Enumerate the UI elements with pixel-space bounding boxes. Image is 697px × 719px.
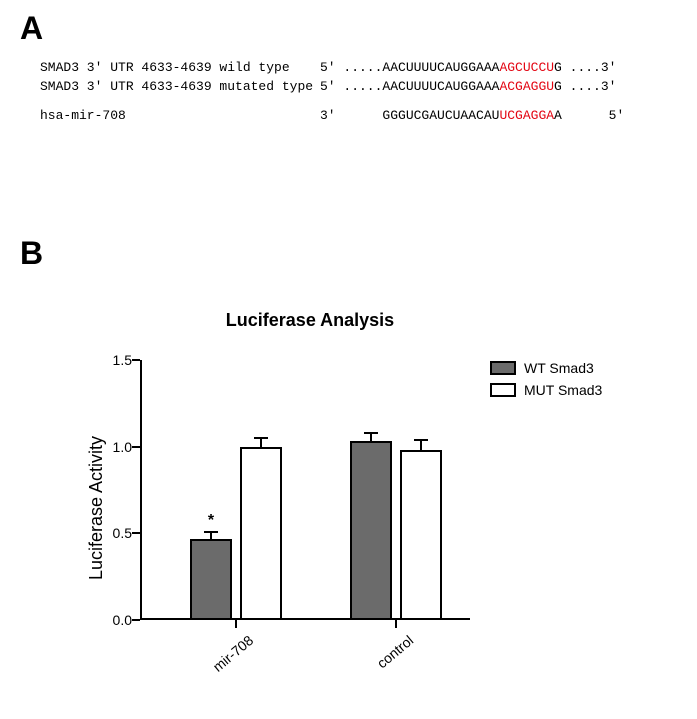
error-bar xyxy=(370,433,372,442)
chart-title: Luciferase Analysis xyxy=(180,310,440,331)
y-tick-label: 1.5 xyxy=(98,352,132,368)
legend-swatch-wt xyxy=(490,361,516,375)
legend: WT Smad3 MUT Smad3 xyxy=(490,360,602,404)
seq-mir-label: hsa-mir-708 xyxy=(40,108,320,123)
legend-row-mut: MUT Smad3 xyxy=(490,382,602,398)
seq-mir-highlight: UCGAGGA xyxy=(499,108,554,123)
luciferase-chart: Luciferase Analysis Luciferase Activity … xyxy=(70,300,630,700)
bar-wt-0 xyxy=(190,539,232,620)
y-tick-label: 0.5 xyxy=(98,525,132,541)
x-tick-label: control xyxy=(360,632,416,683)
legend-swatch-mut xyxy=(490,383,516,397)
seq-wild-highlight: AGCUCCU xyxy=(499,60,554,75)
seq-wild-prefix: 5' .....AACUUUUCAUGGAAA xyxy=(320,60,499,75)
seq-mut-prefix: 5' .....AACUUUUCAUGGAAA xyxy=(320,79,499,94)
seq-mut-suffix: G ....3' xyxy=(554,79,616,94)
error-cap xyxy=(414,439,428,441)
plot-area: 0.00.51.01.5mir-708control* xyxy=(140,360,470,620)
seq-row-mir: hsa-mir-708 3' GGGUCGAUCUAACAUUCGAGGAA 5… xyxy=(40,108,660,123)
y-tick-label: 0.0 xyxy=(98,612,132,628)
error-cap xyxy=(204,531,218,533)
y-tick xyxy=(132,619,140,621)
error-bar xyxy=(210,532,212,539)
x-tick-label: mir-708 xyxy=(200,632,256,683)
x-tick xyxy=(235,620,237,628)
seq-mut-label: SMAD3 3' UTR 4633-4639 mutated type xyxy=(40,79,320,94)
seq-mir-prefix: 3' GGGUCGAUCUAACAU xyxy=(320,108,499,123)
error-bar xyxy=(420,440,422,450)
legend-row-wt: WT Smad3 xyxy=(490,360,602,376)
y-tick xyxy=(132,359,140,361)
bar-wt-1 xyxy=(350,441,392,620)
error-bar xyxy=(260,438,262,447)
y-axis-line xyxy=(140,360,142,620)
seq-row-mut: SMAD3 3' UTR 4633-4639 mutated type 5' .… xyxy=(40,79,660,94)
bar-mut-0 xyxy=(240,447,282,620)
panel-b-label: B xyxy=(20,235,43,272)
legend-label-wt: WT Smad3 xyxy=(524,360,594,376)
significance-star: * xyxy=(208,512,214,530)
panel-a-label: A xyxy=(20,10,43,47)
seq-wild-suffix: G ....3' xyxy=(554,60,616,75)
x-tick xyxy=(395,620,397,628)
y-tick xyxy=(132,532,140,534)
seq-mut-content: 5' .....AACUUUUCAUGGAAAACGAGGUG ....3' xyxy=(320,79,660,94)
y-tick xyxy=(132,446,140,448)
seq-row-wild: SMAD3 3' UTR 4633-4639 wild type 5' ....… xyxy=(40,60,660,75)
seq-mir-suffix: A 5' xyxy=(554,108,624,123)
seq-wild-label: SMAD3 3' UTR 4633-4639 wild type xyxy=(40,60,320,75)
y-tick-label: 1.0 xyxy=(98,439,132,455)
seq-mut-highlight: ACGAGGU xyxy=(499,79,554,94)
y-axis-title: Luciferase Activity xyxy=(86,436,107,580)
seq-mir-content: 3' GGGUCGAUCUAACAUUCGAGGAA 5' xyxy=(320,108,660,123)
error-cap xyxy=(364,432,378,434)
error-cap xyxy=(254,437,268,439)
sequence-block: SMAD3 3' UTR 4633-4639 wild type 5' ....… xyxy=(40,60,660,127)
legend-label-mut: MUT Smad3 xyxy=(524,382,602,398)
seq-wild-content: 5' .....AACUUUUCAUGGAAAAGCUCCUG ....3' xyxy=(320,60,660,75)
bar-mut-1 xyxy=(400,450,442,620)
